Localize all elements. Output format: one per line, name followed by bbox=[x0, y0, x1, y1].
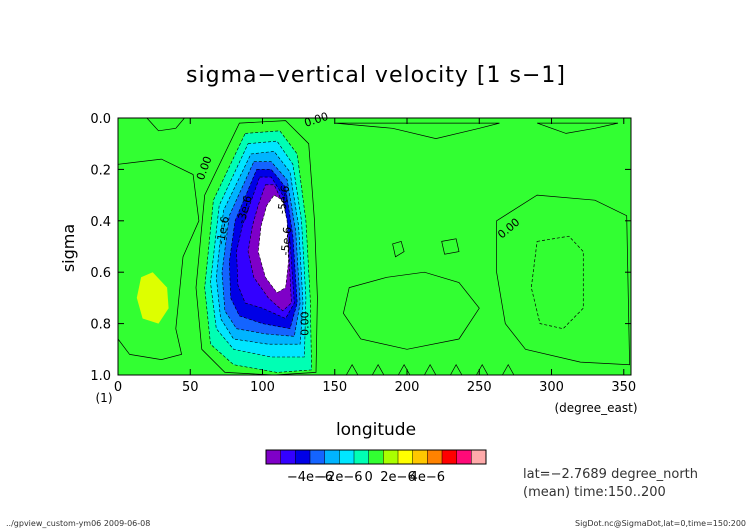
y-axis-unit: (1) bbox=[96, 391, 113, 405]
x-tick-label: 250 bbox=[467, 380, 492, 395]
contour-line bbox=[195, 120, 318, 376]
footer-right: SigDot.nc@SigmaDot,lat=0,time=150:200 bbox=[575, 519, 746, 528]
colorbar-border bbox=[265, 449, 487, 465]
contour-label: -5e-6 bbox=[279, 226, 294, 256]
y-tick-label: 0.8 bbox=[90, 318, 111, 333]
y-tick-label: 0.2 bbox=[90, 163, 111, 178]
colorbar-swatch bbox=[442, 450, 457, 464]
y-tick-label: 0.0 bbox=[90, 112, 111, 127]
x-tick-label: 150 bbox=[322, 380, 347, 395]
colorbar: −4e−6−2e−6 0 2e−64e−6 bbox=[265, 449, 487, 485]
x-tick-label: 50 bbox=[182, 380, 199, 395]
contour-label: -5e-6 bbox=[275, 185, 292, 215]
colorbar-tick-label: 4e−6 bbox=[410, 470, 445, 485]
colorbar-swatch bbox=[324, 450, 340, 464]
contour-label: 0.00 bbox=[299, 311, 312, 336]
x-tick-label: 300 bbox=[539, 380, 564, 395]
time-info: (mean) time:150..200 bbox=[523, 485, 666, 500]
contour-line bbox=[392, 240, 405, 258]
contour-label: -1e-6 bbox=[214, 215, 232, 246]
lat-info: lat=−2.7689 degree_north bbox=[523, 467, 698, 482]
contour-line bbox=[530, 235, 584, 330]
contour-line bbox=[334, 122, 500, 139]
x-axis-label: longitude bbox=[336, 420, 416, 440]
plot-frame bbox=[117, 117, 632, 376]
contour-line bbox=[496, 194, 630, 366]
contour-line bbox=[536, 122, 619, 134]
y-tick-label: 0.4 bbox=[90, 215, 111, 230]
colorbar-swatch bbox=[266, 450, 281, 464]
colorbar-swatch bbox=[456, 450, 472, 464]
colorbar-swatch bbox=[398, 450, 413, 464]
contour-line bbox=[117, 158, 200, 360]
plot-area bbox=[118, 118, 631, 375]
positive-region bbox=[136, 272, 169, 324]
x-tick-label: 350 bbox=[611, 380, 636, 395]
contour-lines: 0.000.000.000.00-1e-6-3e-6 -5e-6-5e-6 bbox=[117, 110, 630, 376]
contour-line bbox=[343, 271, 480, 350]
y-axis-label: sigma bbox=[59, 224, 78, 272]
plot-border bbox=[117, 117, 632, 376]
colorbar-swatch bbox=[412, 450, 428, 464]
colorbar-swatch bbox=[354, 450, 369, 464]
colorbar-swatch bbox=[295, 450, 311, 464]
field-background bbox=[118, 118, 631, 375]
colorbar-swatch bbox=[471, 450, 487, 464]
colorbar-swatch bbox=[427, 450, 443, 464]
chart-title: sigma−vertical velocity [1 s−1] bbox=[186, 63, 566, 88]
x-tick-label: 0 bbox=[114, 380, 122, 395]
contour-line bbox=[441, 238, 460, 255]
colorbar-swatch bbox=[280, 450, 296, 464]
x-tick-label: 100 bbox=[250, 380, 275, 395]
y-tick-label: 0.6 bbox=[90, 266, 111, 281]
colorbar-swatch bbox=[310, 450, 325, 464]
footer-left: ../gpview_custom-ym06 2009-06-08 bbox=[6, 519, 150, 528]
axes: 0 50 100 150 200 250 300 350 0.0 0.2 0.4 0.6 0.8 1.0 bbox=[90, 112, 636, 395]
colorbar-swatch bbox=[339, 450, 355, 464]
colorbar-tick-label: −2e−6 bbox=[316, 470, 362, 485]
colorbar-swatch bbox=[383, 450, 399, 464]
colorbar-tick-label: 2e−6 bbox=[380, 470, 415, 485]
colorbar-swatch bbox=[368, 450, 384, 464]
colorbar-tick-label: 0 bbox=[365, 470, 373, 485]
x-axis-unit: (degree_east) bbox=[554, 401, 637, 415]
x-tick-label: 200 bbox=[395, 380, 420, 395]
y-tick-label: 1.0 bbox=[90, 369, 111, 384]
negative-cell-level-7 bbox=[257, 194, 289, 294]
colorbar-tick-label: −4e−6 bbox=[287, 470, 333, 485]
